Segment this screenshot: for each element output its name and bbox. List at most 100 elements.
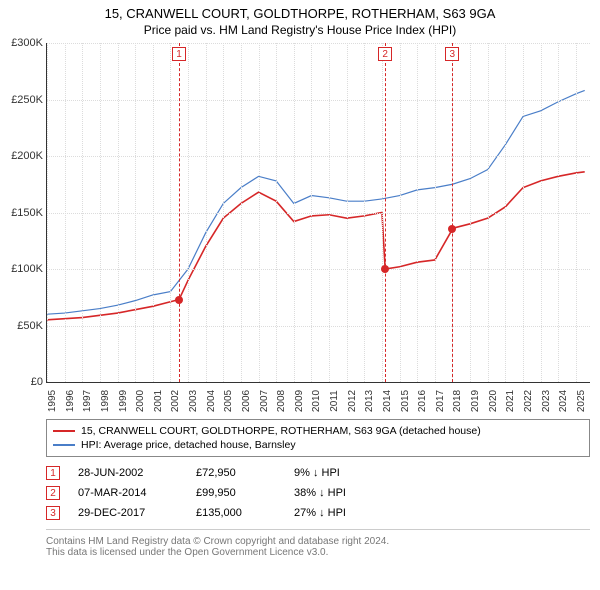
gridline-v	[188, 43, 189, 382]
gridline-v	[505, 43, 506, 382]
event-row-price: £135,000	[196, 507, 276, 519]
gridline-h	[47, 100, 590, 101]
chart-subtitle: Price paid vs. HM Land Registry's House …	[0, 21, 600, 43]
gridline-v	[435, 43, 436, 382]
x-tick-label: 2006	[241, 390, 252, 412]
x-tick-label: 2002	[170, 390, 181, 412]
event-row-badge: 3	[46, 506, 60, 520]
gridline-v	[470, 43, 471, 382]
gridline-v	[259, 43, 260, 382]
legend-swatch	[53, 430, 75, 432]
x-tick-label: 1996	[65, 390, 76, 412]
gridline-v	[47, 43, 48, 382]
footer-line-1: Contains HM Land Registry data © Crown c…	[46, 536, 590, 547]
gridline-v	[65, 43, 66, 382]
x-tick-label: 2022	[523, 390, 534, 412]
x-tick-label: 2024	[558, 390, 569, 412]
event-marker	[381, 265, 389, 273]
chart-title: 15, CRANWELL COURT, GOLDTHORPE, ROTHERHA…	[0, 0, 600, 21]
gridline-v	[276, 43, 277, 382]
legend: 15, CRANWELL COURT, GOLDTHORPE, ROTHERHA…	[46, 419, 590, 457]
y-tick-label: £250K	[3, 94, 43, 106]
event-row-date: 29-DEC-2017	[78, 507, 178, 519]
footer-line-2: This data is licensed under the Open Gov…	[46, 547, 590, 558]
x-tick-label: 2018	[452, 390, 463, 412]
gridline-v	[118, 43, 119, 382]
event-row-date: 07-MAR-2014	[78, 487, 178, 499]
gridline-v	[82, 43, 83, 382]
x-tick-label: 2025	[576, 390, 587, 412]
x-tick-label: 2023	[541, 390, 552, 412]
gridline-v	[382, 43, 383, 382]
gridline-h	[47, 213, 590, 214]
gridline-v	[153, 43, 154, 382]
x-tick-label: 2010	[311, 390, 322, 412]
gridline-h	[47, 326, 590, 327]
event-line	[385, 43, 386, 382]
gridline-h	[47, 269, 590, 270]
x-tick-label: 1999	[118, 390, 129, 412]
x-tick-label: 2014	[382, 390, 393, 412]
gridline-v	[576, 43, 577, 382]
event-badge: 2	[378, 47, 392, 61]
y-tick-label: £0	[3, 376, 43, 388]
x-tick-label: 2017	[435, 390, 446, 412]
event-row-hpi: 27% ↓ HPI	[294, 507, 384, 519]
series-line-hpi	[47, 90, 585, 314]
gridline-h	[47, 156, 590, 157]
x-tick-label: 1995	[47, 390, 58, 412]
event-badge: 1	[172, 47, 186, 61]
event-line	[179, 43, 180, 382]
y-tick-label: £200K	[3, 150, 43, 162]
event-row-badge: 2	[46, 486, 60, 500]
y-tick-label: £150K	[3, 207, 43, 219]
gridline-v	[364, 43, 365, 382]
gridline-v	[206, 43, 207, 382]
gridline-v	[558, 43, 559, 382]
legend-item: HPI: Average price, detached house, Barn…	[53, 438, 583, 452]
gridline-v	[294, 43, 295, 382]
y-tick-label: £100K	[3, 263, 43, 275]
x-tick-label: 2000	[135, 390, 146, 412]
legend-item: 15, CRANWELL COURT, GOLDTHORPE, ROTHERHA…	[53, 424, 583, 438]
gridline-v	[100, 43, 101, 382]
footer-note: Contains HM Land Registry data © Crown c…	[46, 529, 590, 568]
x-tick-label: 2009	[294, 390, 305, 412]
x-tick-label: 2019	[470, 390, 481, 412]
x-tick-label: 1998	[100, 390, 111, 412]
x-tick-label: 1997	[82, 390, 93, 412]
gridline-v	[347, 43, 348, 382]
x-tick-label: 2013	[364, 390, 375, 412]
gridline-v	[417, 43, 418, 382]
gridline-v	[170, 43, 171, 382]
x-tick-label: 2020	[488, 390, 499, 412]
x-tick-label: 2001	[153, 390, 164, 412]
x-tick-label: 2016	[417, 390, 428, 412]
legend-label: 15, CRANWELL COURT, GOLDTHORPE, ROTHERHA…	[81, 425, 481, 437]
gridline-v	[329, 43, 330, 382]
gridline-v	[135, 43, 136, 382]
gridline-v	[523, 43, 524, 382]
x-tick-label: 2003	[188, 390, 199, 412]
event-row-date: 28-JUN-2002	[78, 467, 178, 479]
gridline-v	[241, 43, 242, 382]
legend-swatch	[53, 444, 75, 446]
events-table-row: 207-MAR-2014£99,95038% ↓ HPI	[46, 483, 590, 503]
event-marker	[448, 225, 456, 233]
chart-container: 15, CRANWELL COURT, GOLDTHORPE, ROTHERHA…	[0, 0, 600, 568]
x-tick-label: 2011	[329, 390, 340, 412]
event-row-badge: 1	[46, 466, 60, 480]
event-badge: 3	[445, 47, 459, 61]
y-tick-label: £300K	[3, 37, 43, 49]
gridline-v	[400, 43, 401, 382]
events-table: 128-JUN-2002£72,9509% ↓ HPI207-MAR-2014£…	[46, 463, 590, 523]
gridline-h	[47, 43, 590, 44]
events-table-row: 3 29-DEC-2017 £135,000 27% ↓ HPI	[46, 503, 590, 523]
legend-label: HPI: Average price, detached house, Barn…	[81, 439, 296, 451]
x-tick-label: 2005	[223, 390, 234, 412]
x-tick-label: 2015	[400, 390, 411, 412]
gridline-v	[488, 43, 489, 382]
gridline-v	[311, 43, 312, 382]
x-tick-label: 2008	[276, 390, 287, 412]
event-row-hpi: 9% ↓ HPI	[294, 467, 384, 479]
